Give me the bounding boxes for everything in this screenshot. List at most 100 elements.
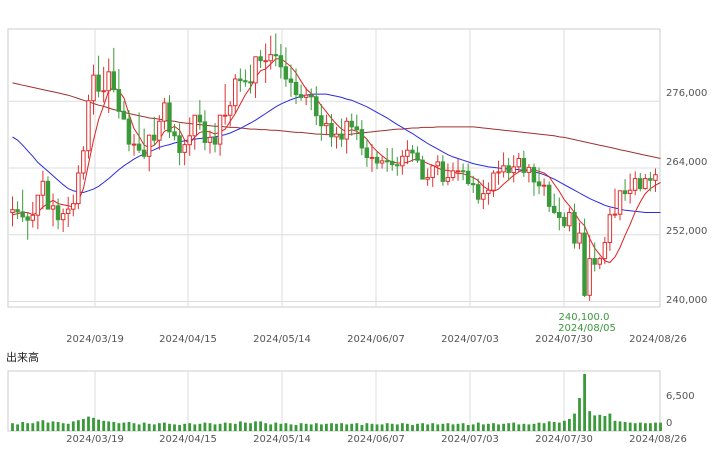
candle-body: [268, 54, 273, 62]
volume-bar: [451, 424, 455, 431]
candle-body: [121, 110, 127, 120]
candle-body: [546, 184, 552, 207]
candle-body: [622, 190, 628, 195]
candle: [617, 190, 623, 221]
volume-bar: [178, 425, 181, 431]
candle: [263, 43, 268, 83]
volume-bar: [628, 422, 632, 431]
candle: [258, 50, 263, 68]
candle-body: [15, 209, 20, 213]
volume-bar: [117, 423, 121, 431]
candle: [501, 152, 506, 178]
candle-body: [460, 170, 466, 173]
candle-body: [146, 134, 152, 157]
candle: [506, 157, 511, 181]
candle-body: [557, 212, 562, 218]
candle: [516, 152, 521, 172]
candle: [314, 86, 319, 126]
volume-bar: [107, 421, 111, 431]
candle: [460, 163, 466, 181]
candle-body: [491, 172, 496, 191]
date-tick-label: 2024/07/30: [535, 434, 593, 445]
candle: [157, 115, 162, 150]
candle-body: [96, 74, 101, 92]
candle: [339, 118, 344, 147]
volume-bar: [492, 423, 495, 431]
volume-bar: [299, 423, 303, 431]
candle-body: [55, 205, 61, 221]
volume-bar: [426, 424, 430, 431]
volume-bar: [527, 424, 531, 431]
candle: [643, 174, 648, 190]
candle: [557, 197, 562, 231]
volume-bar: [92, 417, 95, 431]
candle-body: [192, 114, 197, 137]
candle: [121, 101, 127, 120]
volume-bar: [36, 421, 40, 431]
candle-body: [248, 81, 253, 84]
candle-body: [81, 150, 86, 174]
candle: [253, 56, 258, 98]
candle: [582, 218, 587, 297]
volume-bar: [365, 423, 369, 431]
candle-body: [364, 147, 370, 158]
candle-body: [349, 120, 354, 128]
candle-body: [465, 170, 471, 185]
candle: [86, 94, 91, 159]
volume-bar: [522, 423, 526, 431]
date-tick-label: 2024/06/07: [347, 434, 405, 445]
candle-body: [602, 242, 608, 260]
volume-bar: [173, 424, 176, 431]
candle-body: [319, 115, 324, 127]
candle-body: [420, 159, 425, 180]
candle-body: [506, 165, 511, 174]
candle: [162, 97, 167, 130]
candle-body: [536, 181, 542, 187]
volume-bar: [502, 423, 505, 431]
candle: [486, 182, 491, 205]
candle: [126, 110, 132, 152]
candle-body: [359, 129, 365, 149]
volume-bar: [279, 423, 283, 431]
date-tick-label: 2024/07/03: [441, 434, 499, 445]
price-axis-ticks: 276,000 264,000 252,000 240,000: [666, 88, 707, 306]
candle-body: [496, 171, 501, 174]
candle: [288, 64, 294, 97]
volume-bar: [56, 422, 60, 431]
candle: [116, 69, 122, 119]
candle: [405, 140, 410, 165]
volume-bar: [436, 424, 440, 431]
candle-body: [303, 94, 309, 98]
volume-bar: [41, 420, 45, 431]
candle: [334, 126, 339, 149]
candle-body: [40, 180, 46, 196]
candle-body: [516, 158, 521, 168]
candle-body: [486, 189, 491, 194]
candle-body: [627, 189, 633, 194]
low-annotation-date: 2024/08/05: [558, 323, 616, 334]
candle-body: [425, 177, 430, 180]
candle-body: [25, 216, 30, 221]
candle: [207, 130, 213, 154]
candle: [572, 203, 577, 249]
volume-bar: [335, 423, 338, 431]
candle: [602, 236, 608, 265]
volume-bar: [547, 421, 551, 431]
volume-bars: [11, 374, 662, 431]
candle: [536, 167, 542, 195]
volume-plot-area: [7, 370, 661, 432]
candle: [217, 114, 223, 156]
candle-body: [521, 158, 527, 173]
volume-bar: [532, 423, 536, 431]
candle: [60, 208, 66, 232]
candle-body: [30, 214, 35, 221]
volume-bar: [208, 423, 212, 431]
volume-bar: [441, 423, 445, 431]
candle: [96, 55, 101, 98]
candle: [308, 88, 314, 111]
candle-body: [541, 184, 547, 187]
date-tick-label: 2024/04/15: [159, 434, 217, 445]
candle-body: [410, 149, 415, 154]
candle: [440, 155, 446, 186]
candle: [551, 193, 557, 215]
